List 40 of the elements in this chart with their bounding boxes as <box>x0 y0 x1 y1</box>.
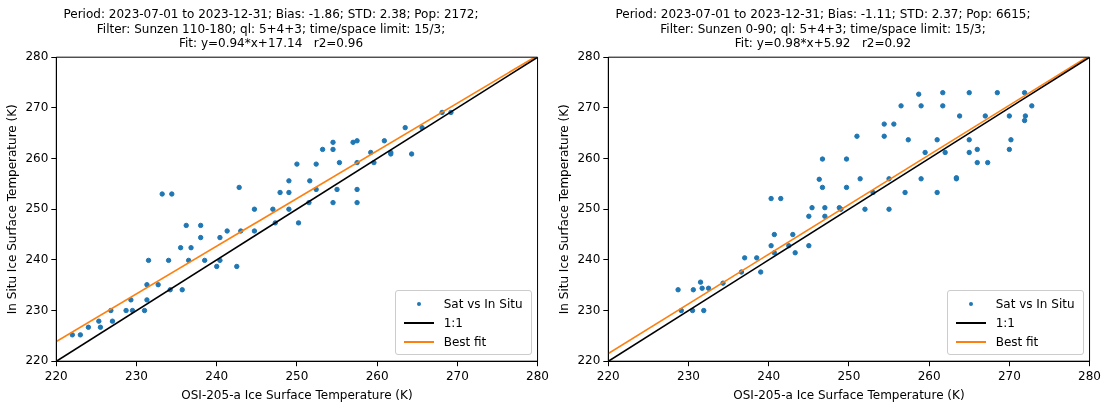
chart-title: Period: 2023-07-01 to 2023-12-31; Bias: -1.11; STD: 2.37; Pop: 6615; Filter: Sunzen 0-90; ql: 5+4+3; time/space limit: 15/3; Fit: y=0.98*x+5.92 r2=0.92 <box>615 7 1031 51</box>
legend-label: Best fit <box>995 334 1039 349</box>
legend-label: Sat vs In Situ <box>443 296 523 311</box>
x-tick-label: 220 <box>44 368 68 383</box>
x-tick-label: 250 <box>285 368 309 383</box>
x-tick-label: 250 <box>837 368 861 383</box>
x-tick-label: 280 <box>1078 368 1101 383</box>
y-axis-title: In Situ Ice Surface Temperature (K) <box>5 104 20 315</box>
legend-label: 1:1 <box>443 315 463 330</box>
x-tick-label: 220 <box>596 368 620 383</box>
x-tick-label: 270 <box>997 368 1021 383</box>
y-tick-label: 220 <box>577 353 601 368</box>
x-tick-label: 230 <box>125 368 148 383</box>
y-tick-label: 260 <box>25 150 49 165</box>
y-tick-label: 250 <box>577 201 601 216</box>
x-axis-title: OSI-205-a Ice Surface Temperature (K) <box>733 387 965 402</box>
y-tick-label: 270 <box>577 99 601 114</box>
y-tick-label: 220 <box>25 353 49 368</box>
x-tick-label: 260 <box>365 368 389 383</box>
x-tick-label: 240 <box>757 368 781 383</box>
x-tick-label: 260 <box>917 368 941 383</box>
chart-title: Period: 2023-07-01 to 2023-12-31; Bias: -1.86; STD: 2.38; Pop: 2172; Filter: Sunzen 110-180; ql: 5+4+3; time/space limit: 15/3; Fit: y=0.94*x+17.14 r2=0.96 <box>63 7 479 51</box>
y-tick-label: 240 <box>25 251 49 266</box>
x-axis-title: OSI-205-a Ice Surface Temperature (K) <box>181 387 413 402</box>
y-tick-label: 270 <box>25 99 49 114</box>
legend-label: 1:1 <box>995 315 1015 330</box>
y-tick-label: 230 <box>577 302 601 317</box>
x-tick-label: 230 <box>677 368 700 383</box>
x-tick-label: 270 <box>445 368 469 383</box>
y-tick-label: 250 <box>25 201 49 216</box>
x-tick-label: 240 <box>205 368 229 383</box>
y-tick-label: 230 <box>25 302 49 317</box>
y-axis-title: In Situ Ice Surface Temperature (K) <box>557 104 572 315</box>
y-tick-label: 260 <box>577 150 601 165</box>
x-tick-label: 280 <box>526 368 549 383</box>
y-tick-label: 240 <box>577 251 601 266</box>
legend-label: Sat vs In Situ <box>995 296 1075 311</box>
legend-label: Best fit <box>443 334 487 349</box>
y-tick-label: 280 <box>577 49 601 64</box>
y-tick-label: 280 <box>25 49 49 64</box>
